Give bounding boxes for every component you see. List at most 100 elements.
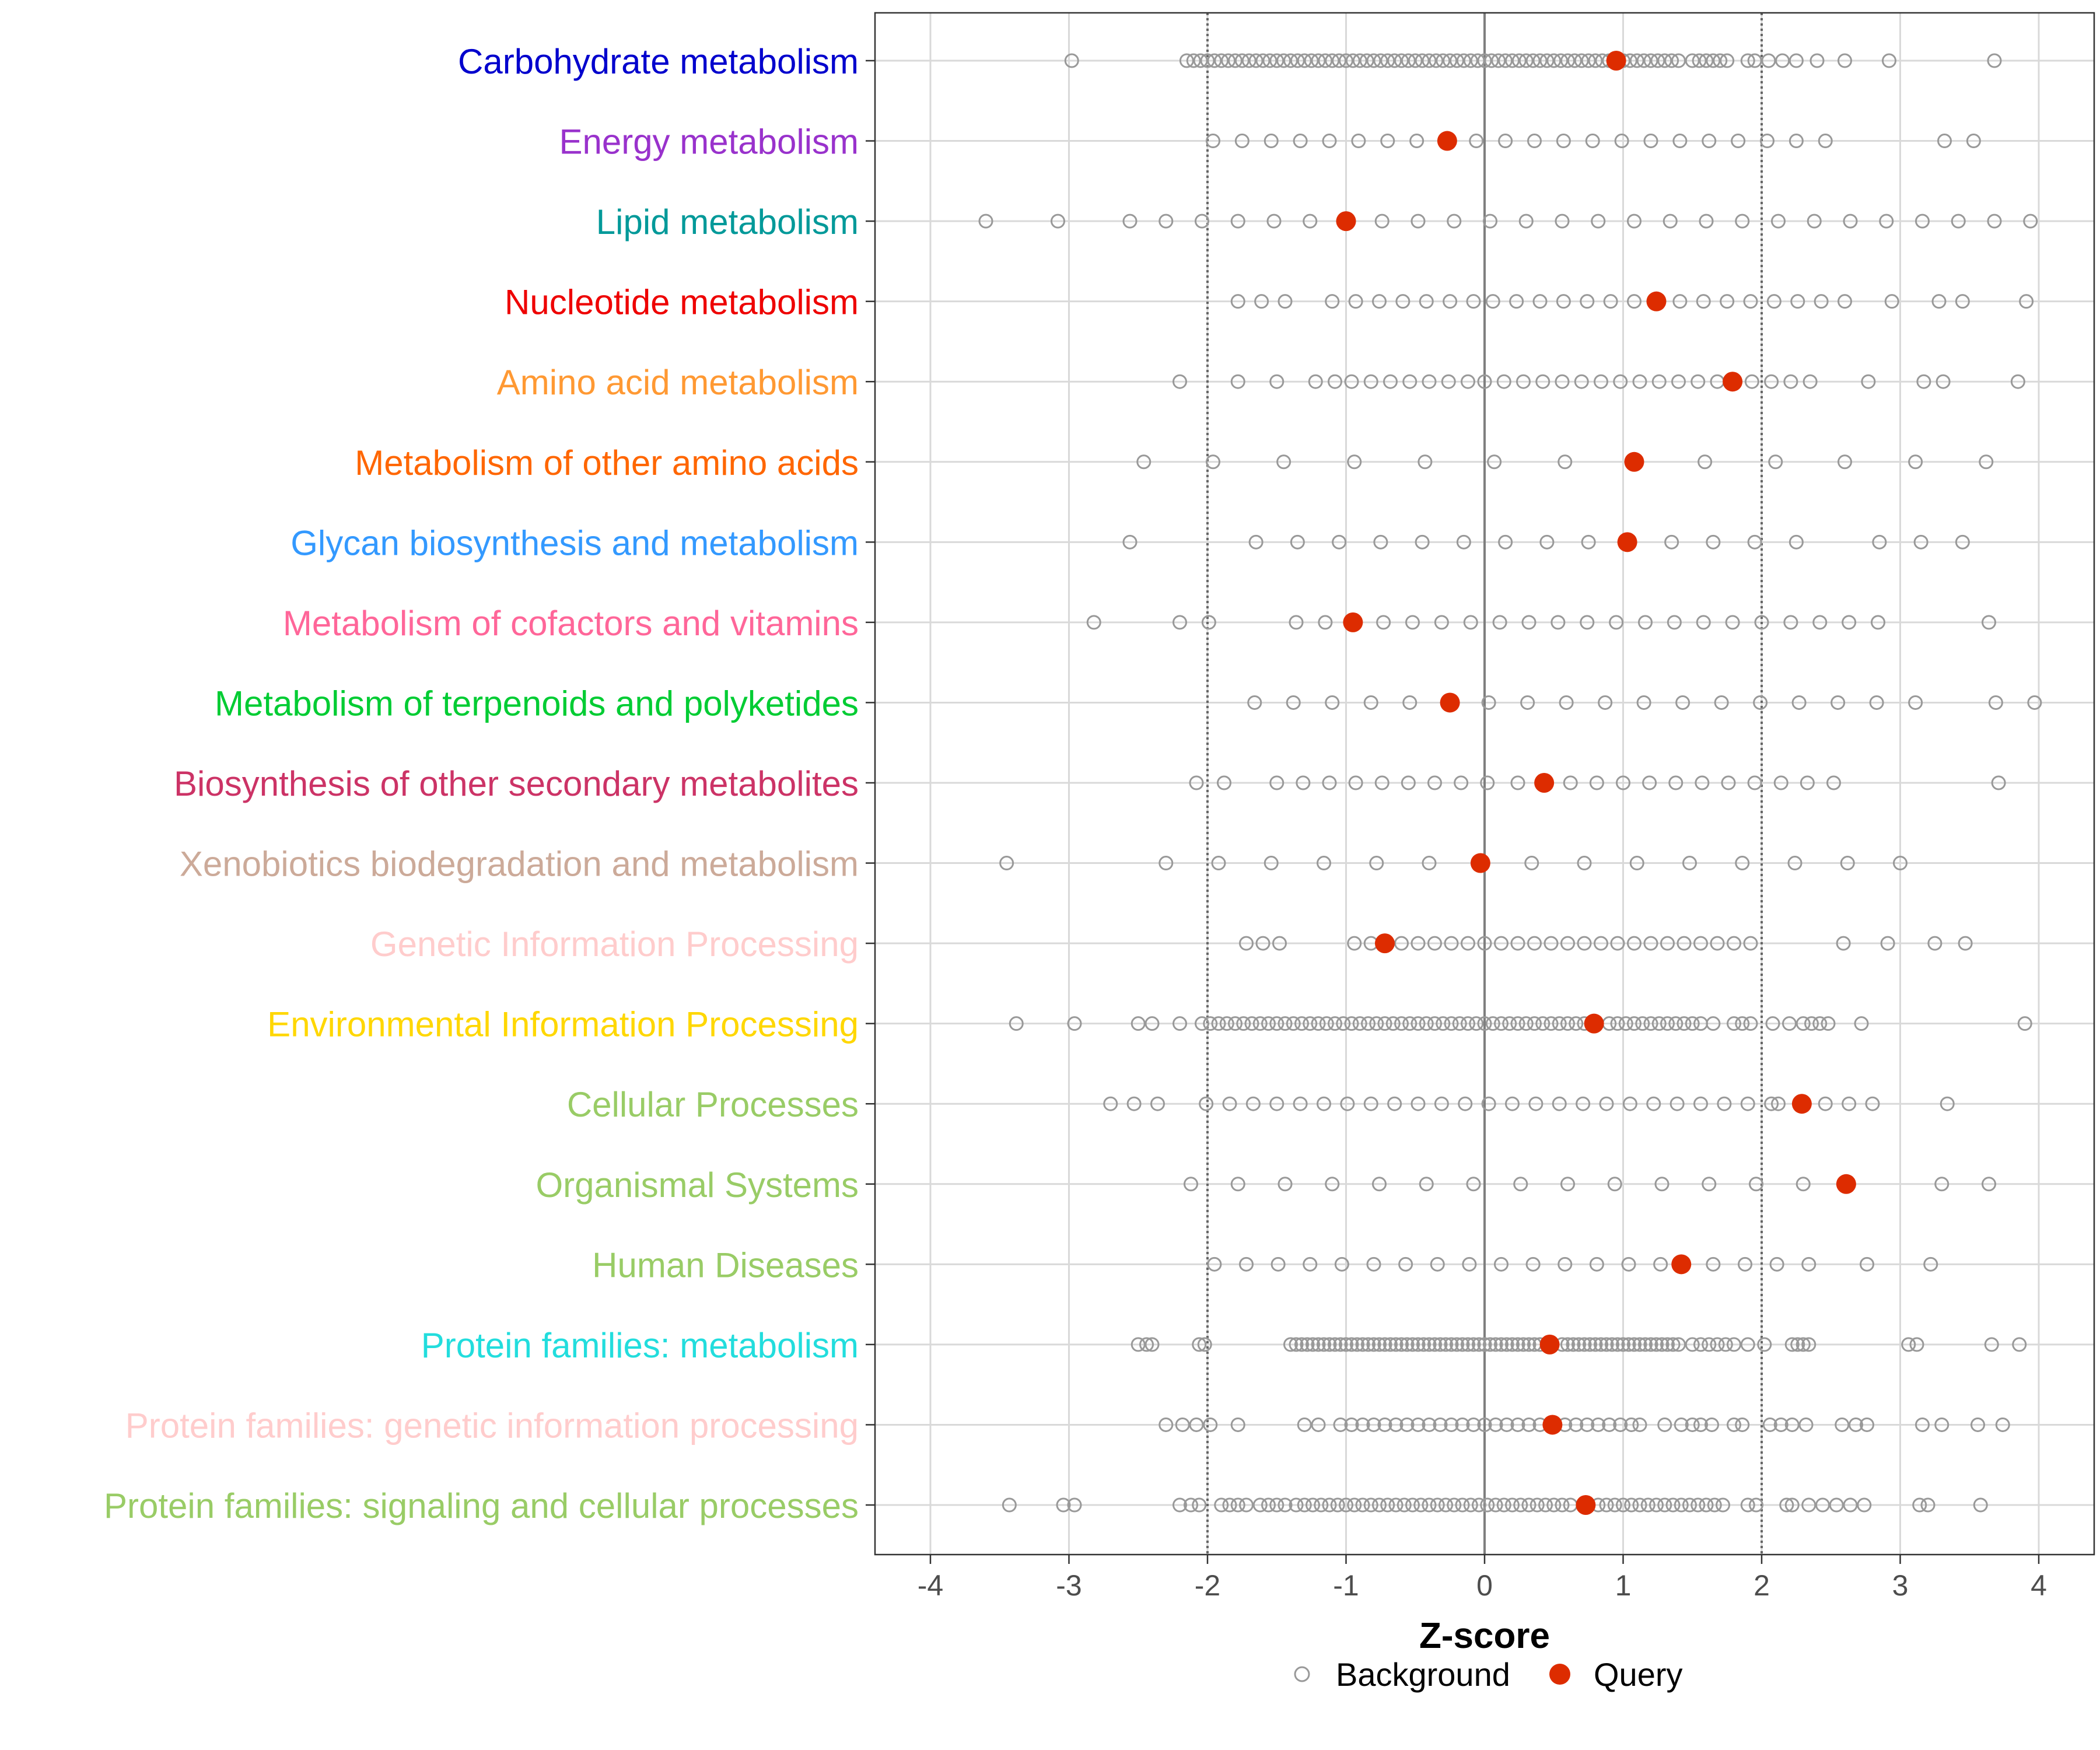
background-point: [1588, 1337, 1603, 1352]
background-point: [1569, 1016, 1584, 1031]
background-point: [1740, 1337, 1755, 1352]
background-point: [1122, 214, 1138, 229]
background-point: [1991, 775, 2006, 790]
background-point: [1297, 53, 1312, 68]
background-point: [1472, 1497, 1486, 1513]
background-point: [1266, 214, 1282, 229]
background-point: [1308, 374, 1323, 389]
legend-label: Background: [1336, 1656, 1510, 1693]
background-point: [1322, 1497, 1337, 1513]
category-label: Energy metabolism: [559, 123, 859, 162]
background-point: [1607, 1177, 1622, 1192]
background-point: [1636, 695, 1651, 710]
background-point: [1388, 1417, 1404, 1432]
background-point: [1685, 53, 1700, 68]
background-point: [1747, 534, 1762, 550]
background-point: [1518, 214, 1534, 229]
background-point: [1355, 1497, 1370, 1513]
background-point: [1214, 53, 1229, 68]
background-point: [1422, 1417, 1437, 1432]
background-point: [1402, 1016, 1418, 1031]
background-point: [1699, 53, 1714, 68]
background-point: [1498, 134, 1513, 149]
background-point: [1290, 534, 1305, 550]
category-label: Human Diseases: [592, 1245, 859, 1284]
background-point: [1239, 936, 1254, 951]
background-point: [1244, 1016, 1259, 1031]
background-point: [1583, 1337, 1597, 1352]
background-point: [1908, 695, 1923, 710]
background-point: [1643, 134, 1658, 149]
background-point: [1613, 374, 1628, 389]
background-point: [1433, 1337, 1448, 1352]
background-point: [1682, 1497, 1697, 1513]
background-point: [1908, 454, 1923, 470]
background-point: [1727, 1417, 1741, 1432]
background-point: [1477, 936, 1492, 951]
background-point: [1591, 1417, 1606, 1432]
background-point: [1610, 1016, 1625, 1031]
background-point: [1413, 1497, 1429, 1513]
background-point: [1130, 1337, 1146, 1352]
background-point: [1488, 1337, 1503, 1352]
background-point: [1657, 1417, 1672, 1432]
background-point: [1394, 936, 1409, 951]
background-point: [1744, 374, 1759, 389]
background-point: [1692, 53, 1707, 68]
background-point: [1211, 1016, 1226, 1031]
background-point: [1303, 214, 1318, 229]
background-point: [2027, 695, 2042, 710]
background-point: [1438, 1337, 1453, 1352]
background-point: [1461, 374, 1475, 389]
background-point: [1410, 936, 1426, 951]
background-point: [1743, 936, 1758, 951]
background-point: [1560, 1016, 1575, 1031]
background-point: [1643, 53, 1658, 68]
background-point: [1535, 1016, 1550, 1031]
background-point: [1671, 1337, 1686, 1352]
background-point: [1422, 1337, 1437, 1352]
background-point: [1427, 775, 1442, 790]
background-point: [1838, 294, 1852, 309]
background-point: [1184, 1497, 1198, 1513]
background-point: [1303, 1256, 1318, 1272]
background-point: [1293, 1096, 1308, 1111]
background-point: [1588, 53, 1603, 68]
category-label: Genetic Information Processing: [370, 925, 859, 964]
background-point: [1484, 53, 1499, 68]
background-point: [1627, 214, 1642, 229]
background-point: [1306, 1497, 1320, 1513]
category-label: Metabolism of other amino acids: [355, 443, 859, 482]
background-point: [1916, 374, 1931, 389]
background-point: [1660, 936, 1675, 951]
background-point: [1441, 374, 1456, 389]
background-point: [1278, 1177, 1293, 1192]
background-point: [1872, 534, 1887, 550]
x-tick-label: -1: [1333, 1569, 1359, 1602]
background-point: [1528, 1096, 1544, 1111]
background-point: [1685, 1337, 1700, 1352]
background-point: [1518, 53, 1534, 68]
background-point: [1363, 374, 1378, 389]
background-point: [1672, 294, 1688, 309]
x-tick-label: -4: [918, 1569, 943, 1602]
background-point: [1234, 53, 1250, 68]
background-point: [1610, 936, 1625, 951]
background-point: [1455, 1337, 1470, 1352]
background-point: [1336, 1016, 1351, 1031]
background-point: [1720, 294, 1735, 309]
background-point: [1982, 1177, 1996, 1192]
background-point: [1618, 1016, 1633, 1031]
background-point: [1610, 1337, 1625, 1352]
background-point: [1762, 1417, 1777, 1432]
background-point: [1405, 1337, 1420, 1352]
background-point: [1311, 1417, 1326, 1432]
background-point: [1771, 1096, 1786, 1111]
background-point: [1643, 1337, 1658, 1352]
category-label: Glycan biosynthesis and metabolism: [290, 523, 859, 562]
background-point: [1716, 1497, 1730, 1513]
background-point: [1422, 856, 1437, 871]
background-point: [1286, 695, 1301, 710]
background-point: [1248, 534, 1264, 550]
background-point: [1636, 53, 1651, 68]
